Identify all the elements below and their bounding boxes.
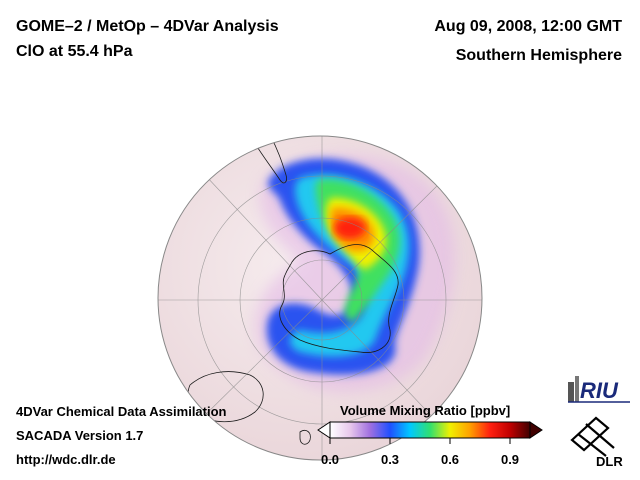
- dlr-logo: DLR: [570, 416, 623, 469]
- colorbar-arrow-high: [529, 421, 543, 439]
- colorbar-tick-label: 0.9: [500, 452, 520, 467]
- graticule: [158, 136, 482, 460]
- colorbar-title: Volume Mixing Ratio [ppbv]: [340, 403, 511, 418]
- colorbar-tick-label: 0.0: [320, 452, 340, 467]
- footer-url[interactable]: http://wdc.dlr.de: [16, 452, 116, 467]
- title-datetime: Aug 09, 2008, 12:00 GMT: [434, 18, 622, 35]
- clo-field-max: [334, 217, 366, 239]
- dlr-logo-text: DLR: [596, 454, 623, 469]
- title-region: Southern Hemisphere: [455, 47, 622, 64]
- footer-system: 4DVar Chemical Data Assimilation: [16, 404, 227, 419]
- coast-south-america: [235, 136, 287, 184]
- riu-logo-text: RIU: [580, 378, 619, 403]
- title-species: ClO at 55.4 hPa: [16, 43, 133, 60]
- colorbar-arrow-low: [317, 421, 331, 439]
- colorbar: [317, 421, 543, 444]
- riu-logo: RIU: [568, 376, 630, 403]
- globe-outline: [157, 135, 483, 461]
- coast-antarctica: [279, 244, 399, 353]
- coast-new-zealand: [299, 430, 311, 445]
- footer-version: SACADA Version 1.7: [16, 428, 144, 443]
- colorbar-tick-label: 0.3: [380, 452, 400, 467]
- colorbar-gradient: [329, 421, 531, 439]
- colorbar-tick-label: 0.6: [440, 452, 460, 467]
- title-instrument: GOME–2 / MetOp – 4DVar Analysis: [16, 18, 279, 35]
